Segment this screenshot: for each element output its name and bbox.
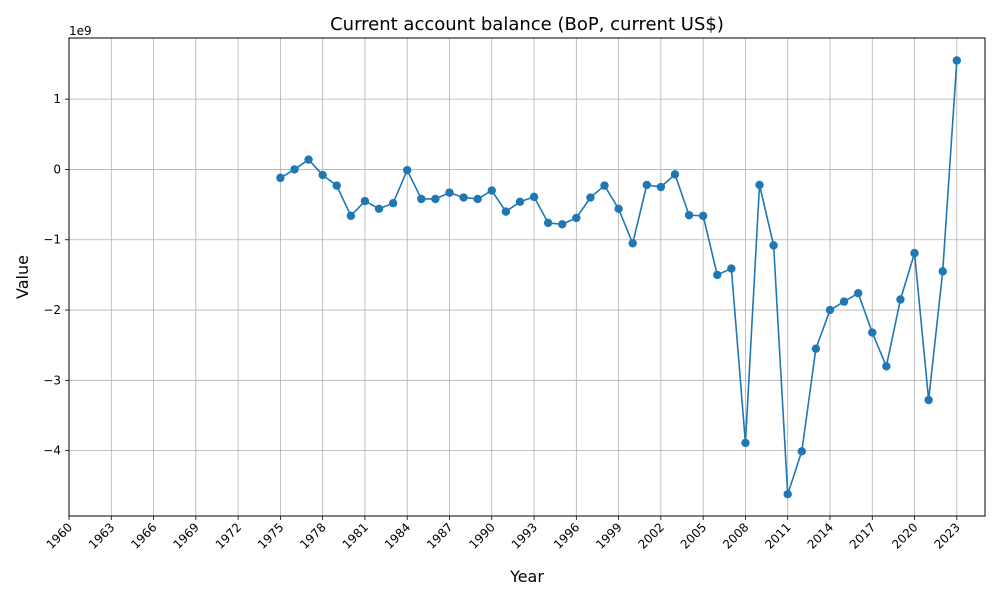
x-tick-label: 2011 — [762, 520, 793, 551]
x-tick-label: 1990 — [466, 520, 497, 551]
data-point — [896, 295, 905, 304]
x-tick-label: 1960 — [44, 520, 75, 551]
data-point — [346, 211, 356, 221]
x-tick-label: 1978 — [297, 520, 328, 551]
data-point — [374, 204, 384, 214]
x-tick-label: 1969 — [170, 520, 201, 551]
x-tick-label: 2020 — [889, 520, 920, 551]
data-point — [853, 288, 863, 298]
x-tick-label: 2005 — [678, 520, 709, 551]
data-point — [839, 297, 849, 306]
x-tick-label: 2008 — [720, 520, 751, 551]
y-tick-label: −1 — [43, 233, 61, 247]
grid — [68, 38, 985, 516]
data-point — [797, 447, 806, 456]
data-point — [783, 490, 792, 499]
x-tick-label: 1996 — [551, 520, 582, 551]
y-axis-label: Value — [13, 255, 32, 299]
x-tick-label: 1975 — [255, 520, 286, 551]
x-tick-label: 2017 — [847, 520, 878, 551]
data-point — [642, 180, 651, 190]
data-point — [473, 194, 482, 204]
data-point — [727, 264, 736, 273]
data-point — [698, 211, 708, 221]
plot-frame — [68, 37, 986, 517]
x-tick-label: 1981 — [340, 520, 371, 551]
data-point — [360, 196, 370, 206]
x-tick-label: 1993 — [509, 520, 540, 551]
y-offset-text: 1e9 — [69, 24, 92, 38]
series — [276, 56, 962, 499]
data-point — [670, 170, 680, 179]
data-point — [924, 395, 933, 405]
x-tick-label: 1984 — [382, 520, 413, 551]
y-tick-label: 1 — [53, 92, 61, 106]
data-point — [445, 188, 454, 197]
x-tick-label: 1963 — [86, 520, 117, 551]
data-point — [572, 213, 581, 223]
data-point — [628, 239, 637, 248]
data-point — [417, 194, 426, 204]
data-point — [290, 165, 299, 174]
data-point — [459, 193, 468, 202]
data-point — [713, 270, 722, 280]
data-point — [487, 186, 496, 195]
x-tick-label: 2023 — [931, 520, 962, 551]
data-point — [825, 305, 835, 315]
x-axis-label: Year — [509, 567, 544, 586]
data-point — [910, 248, 919, 258]
data-point — [952, 56, 962, 65]
data-point — [755, 180, 764, 190]
data-point — [403, 165, 412, 175]
data-point — [586, 193, 595, 202]
data-point — [431, 194, 440, 204]
data-point — [614, 204, 623, 214]
data-point — [318, 170, 327, 180]
data-point — [769, 241, 778, 250]
data-point — [656, 182, 666, 192]
data-point — [501, 207, 511, 216]
x-tick-label: 2014 — [805, 520, 836, 551]
data-point — [558, 220, 567, 229]
y-tick-label: −4 — [43, 444, 61, 458]
data-point — [304, 155, 313, 164]
y-tick-label: −2 — [43, 303, 61, 317]
data-point — [741, 438, 750, 448]
x-tick-label: 1999 — [593, 520, 624, 551]
y-tick-label: 0 — [53, 162, 61, 176]
x-tick-label: 1987 — [424, 520, 455, 551]
x-tick-label: 1966 — [128, 520, 159, 551]
data-point — [388, 198, 398, 208]
chart-title: Current account balance (BoP, current US… — [330, 14, 724, 35]
data-point — [938, 267, 947, 276]
x-tick-label: 2002 — [635, 520, 666, 551]
data-point — [600, 181, 609, 190]
data-point — [684, 210, 694, 220]
data-point — [276, 173, 285, 183]
data-point — [515, 197, 525, 206]
x-tick-label: 1972 — [213, 520, 244, 551]
data-point — [868, 328, 877, 337]
data-point — [332, 181, 341, 190]
data-point — [882, 362, 891, 371]
data-point — [529, 192, 539, 202]
y-tick-label: −3 — [43, 373, 61, 387]
data-point — [543, 218, 553, 228]
data-point — [811, 344, 821, 353]
